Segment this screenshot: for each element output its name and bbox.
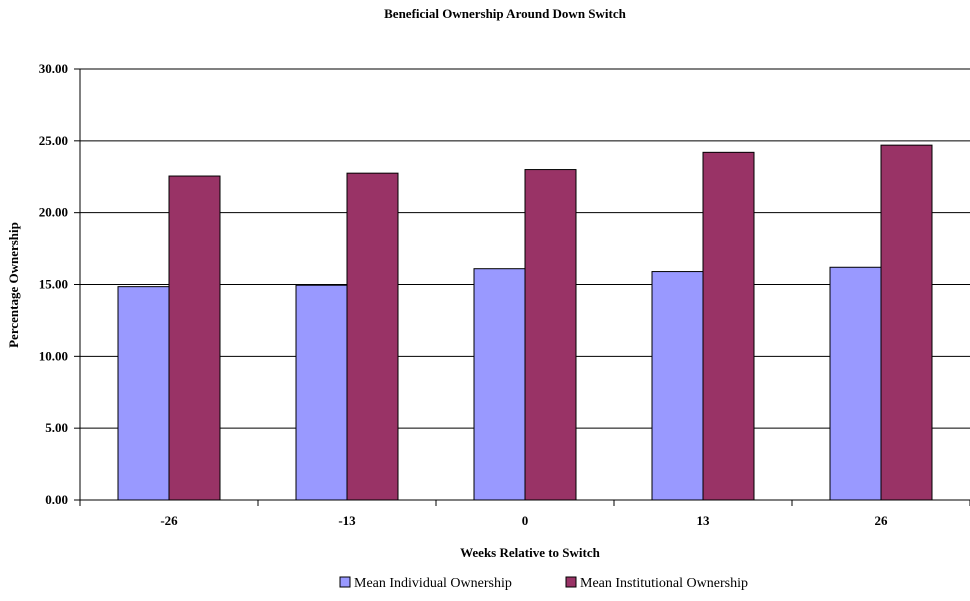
x-tick-labels: -26 -13 0 13 26 (160, 513, 888, 528)
legend-label: Mean Individual Ownership (354, 576, 512, 591)
y-tick-label: 25.00 (39, 133, 68, 148)
x-tick-label: -26 (160, 513, 178, 528)
legend: Mean Individual Ownership Mean Institutio… (339, 576, 748, 591)
y-tick-label: 30.00 (39, 61, 68, 76)
x-tick-label: 0 (522, 513, 529, 528)
x-tick-label: 26 (875, 513, 889, 528)
legend-label: Mean Institutional Ownership (580, 576, 748, 591)
axes (74, 68, 970, 506)
bar-individual (651, 271, 704, 501)
x-tick-label: 13 (697, 513, 711, 528)
bar-institutional (168, 175, 221, 501)
bar-institutional (524, 169, 577, 501)
y-tick-labels: 0.00 5.00 10.00 15.00 20.00 25.00 30.00 (39, 61, 68, 507)
x-axis-title: Weeks Relative to Switch (460, 545, 601, 560)
bar-individual (473, 268, 526, 501)
bar-institutional (702, 151, 755, 501)
y-tick-label: 10.00 (39, 348, 68, 363)
bars (117, 144, 933, 501)
bar-individual (829, 266, 882, 501)
x-tick-label: -13 (338, 513, 356, 528)
y-tick-label: 15.00 (39, 277, 68, 292)
bar-institutional (346, 172, 399, 501)
chart-title: Beneficial Ownership Around Down Switch (384, 6, 627, 21)
legend-swatch (339, 576, 351, 588)
bar-individual (295, 284, 348, 501)
y-tick-label: 20.00 (39, 205, 68, 220)
bar-individual (117, 286, 170, 501)
y-axis-title: Percentage Ownership (6, 222, 21, 348)
bar-institutional (880, 144, 933, 501)
y-tick-label: 0.00 (45, 492, 68, 507)
legend-swatch (565, 576, 577, 588)
y-tick-label: 5.00 (45, 420, 68, 435)
